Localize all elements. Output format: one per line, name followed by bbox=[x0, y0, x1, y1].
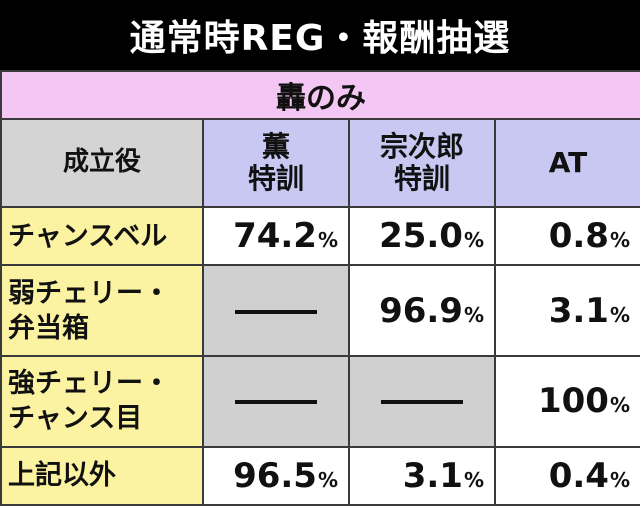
value-cell: 96.9% bbox=[348, 264, 496, 357]
column-header-line: 薫 bbox=[261, 129, 290, 163]
value-cell: 100% bbox=[494, 354, 640, 448]
column-header-line: 宗次郎 bbox=[379, 129, 464, 163]
table-row: 強チェリー・ チャンス目 100% bbox=[0, 354, 640, 448]
value-number: 96.9 bbox=[379, 290, 463, 331]
reward-lottery-table: 轟のみ 成立役 薫 特訓 宗次郎 特訓 AT チャンスベル 74.2% 25.0… bbox=[0, 69, 640, 506]
dash-mark bbox=[235, 400, 317, 405]
value-cell: 3.1% bbox=[348, 445, 496, 506]
empty-cell bbox=[348, 354, 496, 448]
value-cell: 74.2% bbox=[202, 205, 350, 267]
column-header-row: 成立役 薫 特訓 宗次郎 特訓 AT bbox=[0, 118, 640, 208]
table-row: 弱チェリー・ 弁当箱 96.9% 3.1% bbox=[0, 264, 640, 357]
row-label-line: チャンスベル bbox=[8, 220, 168, 252]
value-cell: 25.0% bbox=[348, 205, 496, 267]
value-number: 3.1 bbox=[402, 455, 463, 496]
row-header-label: 成立役 bbox=[0, 118, 204, 208]
value-cell: 0.4% bbox=[494, 445, 640, 506]
dash-mark bbox=[381, 400, 463, 405]
value-number: 96.5 bbox=[233, 455, 317, 496]
page-title: 通常時REG・報酬抽選 bbox=[0, 0, 640, 70]
value-number: 0.8 bbox=[548, 216, 609, 257]
row-label-line: 上記以外 bbox=[8, 460, 116, 492]
column-header-kaoru: 薫 特訓 bbox=[202, 118, 350, 208]
value-cell: 96.5% bbox=[202, 445, 350, 506]
percent-unit: % bbox=[317, 228, 338, 253]
percent-unit: % bbox=[463, 302, 484, 327]
table-row: 上記以外 96.5% 3.1% 0.4% bbox=[0, 445, 640, 506]
empty-cell bbox=[202, 264, 350, 357]
value-number: 25.0 bbox=[379, 216, 463, 257]
row-label: 上記以外 bbox=[0, 445, 204, 506]
column-header-soujirou: 宗次郎 特訓 bbox=[348, 118, 496, 208]
column-header-at: AT bbox=[494, 118, 640, 208]
row-label-line: 弁当箱 bbox=[8, 312, 89, 344]
row-label-line: 弱チェリー・ bbox=[8, 277, 170, 309]
row-label-line: 強チェリー・ bbox=[8, 368, 170, 400]
column-header-line: AT bbox=[548, 146, 588, 180]
value-number: 100 bbox=[537, 381, 609, 422]
percent-unit: % bbox=[463, 467, 484, 492]
value-number: 0.4 bbox=[548, 455, 609, 496]
subheader-row: 轟のみ bbox=[0, 69, 640, 121]
percent-unit: % bbox=[609, 228, 630, 253]
dash-mark bbox=[235, 309, 317, 314]
percent-unit: % bbox=[317, 467, 338, 492]
value-cell: 0.8% bbox=[494, 205, 640, 267]
value-number: 74.2 bbox=[233, 216, 317, 257]
row-label: 強チェリー・ チャンス目 bbox=[0, 354, 204, 448]
column-header-line: 特訓 bbox=[247, 162, 304, 196]
percent-unit: % bbox=[609, 393, 630, 418]
percent-unit: % bbox=[463, 228, 484, 253]
percent-unit: % bbox=[609, 302, 630, 327]
value-cell: 3.1% bbox=[494, 264, 640, 357]
row-label: チャンスベル bbox=[0, 205, 204, 267]
column-header-line: 特訓 bbox=[393, 162, 450, 196]
value-number: 3.1 bbox=[548, 290, 609, 331]
table-row: チャンスベル 74.2% 25.0% 0.8% bbox=[0, 205, 640, 267]
empty-cell bbox=[202, 354, 350, 448]
subheader-label: 轟のみ bbox=[0, 69, 640, 121]
row-label-line: チャンス目 bbox=[8, 403, 143, 435]
row-label: 弱チェリー・ 弁当箱 bbox=[0, 264, 204, 357]
percent-unit: % bbox=[609, 467, 630, 492]
